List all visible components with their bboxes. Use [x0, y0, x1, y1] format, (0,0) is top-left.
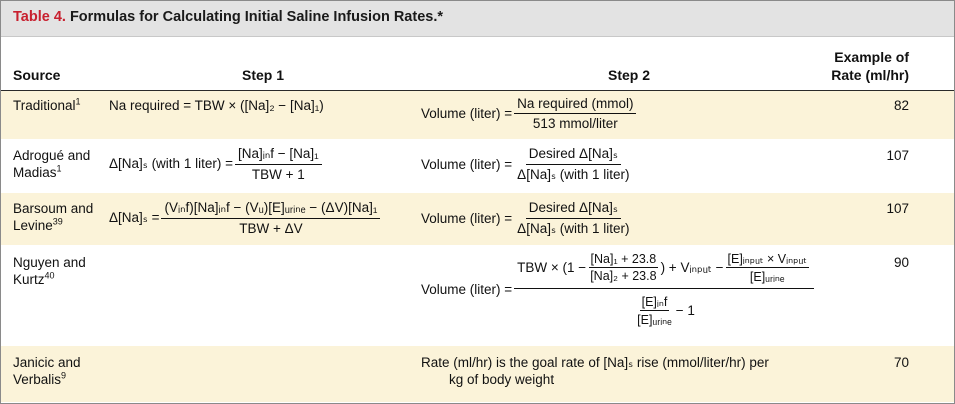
source-text: Barsoum and: [13, 201, 94, 216]
source-text: Kurtz: [13, 272, 45, 287]
citation-sup: 1: [75, 96, 81, 107]
source-text: Nguyen and: [13, 255, 86, 270]
source-text: Adrogué and: [13, 148, 91, 163]
inner-numerator: [Na]₁ + 23.8: [588, 252, 659, 268]
inner-fraction: [E]ᵢₙf [E]ᵤᵣᵢₙₑ: [635, 294, 674, 327]
header-rate-line2: Rate (ml/hr): [831, 67, 909, 83]
fraction-denominator: TBW + ΔV: [239, 221, 303, 236]
fraction-denominator: Δ[Na]ₛ (with 1 liter): [517, 221, 630, 236]
formula-lhs: Volume (liter) =: [421, 106, 513, 121]
rate-value: 70: [893, 355, 909, 370]
header-step2: Step 2: [608, 67, 651, 83]
source-text: Levine: [13, 218, 53, 233]
title-bar: Table 4. Formulas for Calculating Initia…: [1, 1, 954, 37]
step1-formula: Na required = TBW × ([Na]₂ − [Na]₁): [109, 98, 324, 113]
fraction-denominator: TBW + 1: [251, 167, 305, 182]
formula-fraction: Na required (mmol) 513 mmol/liter: [514, 96, 637, 131]
table-row-source: Nguyen and Kurtz40: [13, 254, 86, 288]
table-row-source: Barsoum and Levine39: [13, 200, 93, 234]
rate-value: 107: [886, 201, 909, 216]
citation-sup: 9: [61, 370, 67, 381]
step2-text: Rate (ml/hr) is the goal rate of [Na]ₛ r…: [421, 354, 769, 388]
fraction-numerator: Na required (mmol): [514, 96, 637, 114]
table-row-source: Janicic and Verbalis9: [13, 354, 81, 388]
inner-fraction: [Na]₁ + 23.8 [Na]₂ + 23.8: [588, 252, 659, 283]
rate-value: 82: [893, 98, 909, 113]
inner-fraction: [E]ᵢₙₚᵤₜ × Vᵢₙₚᵤₜ [E]ᵤᵣᵢₙₑ: [725, 251, 809, 284]
fraction-numerator: Desired Δ[Na]ₛ: [525, 200, 621, 219]
formula-fraction: Desired Δ[Na]ₛ Δ[Na]ₛ (with 1 liter): [514, 200, 632, 237]
formula-fraction: (Vᵢₙf)[Na]ᵢₙf − (Vᵤ)[E]ᵤᵣᵢₙₑ − (ΔV)[Na]₁…: [161, 200, 381, 236]
formula-fraction: TBW × (1 − [Na]₁ + 23.8 [Na]₂ + 23.8 ) +…: [514, 251, 814, 327]
formula-fraction: [Na]ᵢₙf − [Na]₁ TBW + 1: [234, 146, 322, 182]
table-row-source: Traditional1: [13, 97, 81, 114]
header-step1: Step 1: [242, 67, 285, 83]
step1-formula: Δ[Na]ₛ (with 1 liter) = [Na]ᵢₙf − [Na]₁ …: [109, 146, 324, 182]
header-rule: [1, 90, 954, 91]
source-text: Verbalis: [13, 372, 62, 387]
table-row-source: Adrogué and Madias1: [13, 147, 90, 181]
fraction-numerator: [Na]ᵢₙf − [Na]₁: [234, 146, 322, 165]
numerator-part: ) + Vᵢₙₚᵤₜ −: [660, 259, 724, 275]
table-title-text: Formulas for Calculating Initial Saline …: [69, 9, 443, 25]
header-source: Source: [13, 67, 61, 83]
inner-denominator: [Na]₂ + 23.8: [590, 269, 657, 283]
fraction-numerator: Desired Δ[Na]ₛ: [525, 146, 621, 165]
formula-lhs: Volume (liter) =: [421, 157, 513, 172]
fraction-numerator: TBW × (1 − [Na]₁ + 23.8 [Na]₂ + 23.8 ) +…: [514, 251, 814, 289]
formula-lhs: Volume (liter) =: [421, 281, 513, 297]
formula-lhs: Volume (liter) =: [421, 211, 513, 226]
citation-sup: 40: [44, 270, 55, 281]
numerator-part: TBW × (1 −: [517, 260, 587, 275]
table-title: Table 4. Formulas for Calculating Initia…: [13, 9, 443, 25]
source-text: Madias: [13, 165, 57, 180]
rate-value: 107: [886, 148, 909, 163]
step2-formula: Volume (liter) = Na required (mmol) 513 …: [421, 96, 638, 131]
step2-text-line: Rate (ml/hr) is the goal rate of [Na]ₛ r…: [421, 355, 769, 370]
source-text: Janicic and: [13, 355, 81, 370]
denominator-tail: − 1: [675, 303, 695, 318]
source-text: Traditional: [13, 98, 76, 113]
step2-formula: Volume (liter) = TBW × (1 − [Na]₁ + 23.8…: [421, 251, 816, 327]
citation-sup: 1: [56, 163, 62, 174]
fraction-numerator: (Vᵢₙf)[Na]ᵢₙf − (Vᵤ)[E]ᵤᵣᵢₙₑ − (ΔV)[Na]₁: [161, 200, 381, 219]
inner-denominator: [E]ᵤᵣᵢₙₑ: [637, 313, 672, 327]
fraction-denominator: Δ[Na]ₛ (with 1 liter): [517, 167, 630, 182]
step1-formula: Δ[Na]ₛ = (Vᵢₙf)[Na]ᵢₙf − (Vᵤ)[E]ᵤᵣᵢₙₑ − …: [109, 200, 382, 236]
citation-sup: 39: [52, 216, 63, 227]
inner-numerator: [E]ᵢₙₚᵤₜ × Vᵢₙₚᵤₜ: [725, 252, 809, 268]
step2-formula: Volume (liter) = Desired Δ[Na]ₛ Δ[Na]ₛ (…: [421, 146, 635, 183]
inner-denominator: [E]ᵤᵣᵢₙₑ: [749, 270, 785, 284]
row-band-5: [1, 346, 954, 402]
header-rate-line1: Example of: [834, 49, 909, 65]
table-number: Table 4.: [13, 9, 66, 25]
formula-lhs: Δ[Na]ₛ =: [109, 210, 160, 225]
step2-formula: Volume (liter) = Desired Δ[Na]ₛ Δ[Na]ₛ (…: [421, 200, 635, 237]
inner-numerator: [E]ᵢₙf: [639, 295, 670, 311]
fraction-denominator: [E]ᵢₙf [E]ᵤᵣᵢₙₑ − 1: [630, 289, 698, 327]
step2-text-line: kg of body weight: [449, 372, 555, 387]
fraction-denominator: 513 mmol/liter: [532, 116, 618, 131]
row-band-3: [1, 193, 954, 245]
rate-value: 90: [893, 255, 909, 270]
formula-lhs: Δ[Na]ₛ (with 1 liter) =: [109, 156, 233, 171]
formula-fraction: Desired Δ[Na]ₛ Δ[Na]ₛ (with 1 liter): [514, 146, 632, 183]
row-band-1: [1, 91, 954, 139]
